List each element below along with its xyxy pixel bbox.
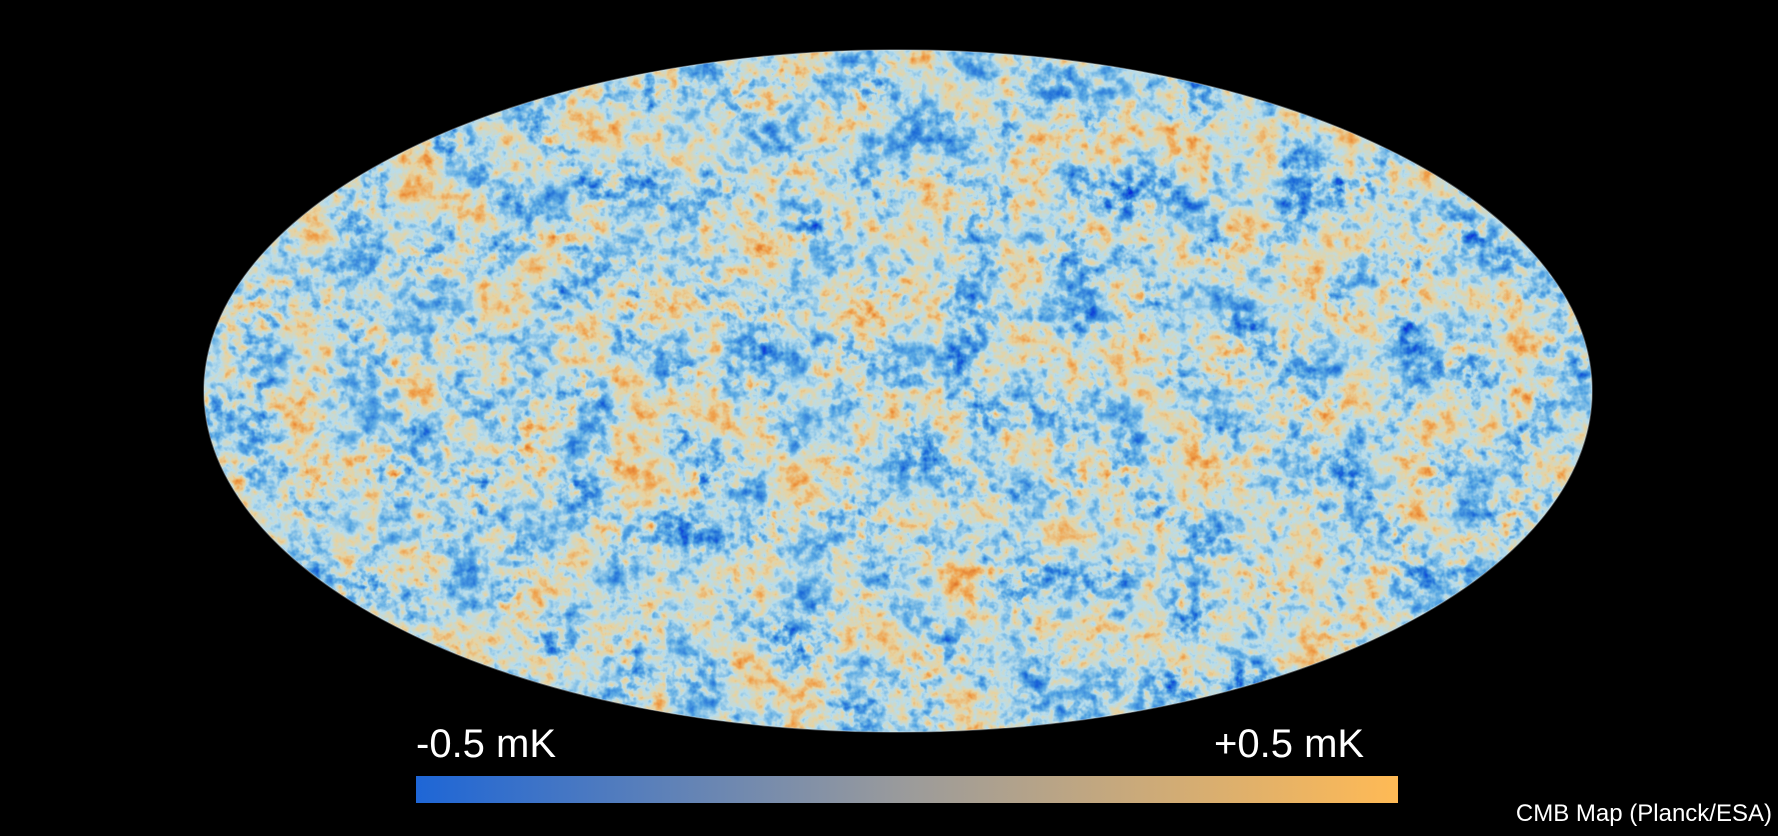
colorbar-min-label: -0.5 mK bbox=[416, 722, 557, 766]
image-credit: CMB Map (Planck/ESA) bbox=[1515, 800, 1772, 827]
colorbar-max-label: +0.5 mK bbox=[1214, 722, 1365, 766]
temperature-colorbar bbox=[416, 776, 1398, 803]
sky-ellipse bbox=[203, 49, 1593, 733]
